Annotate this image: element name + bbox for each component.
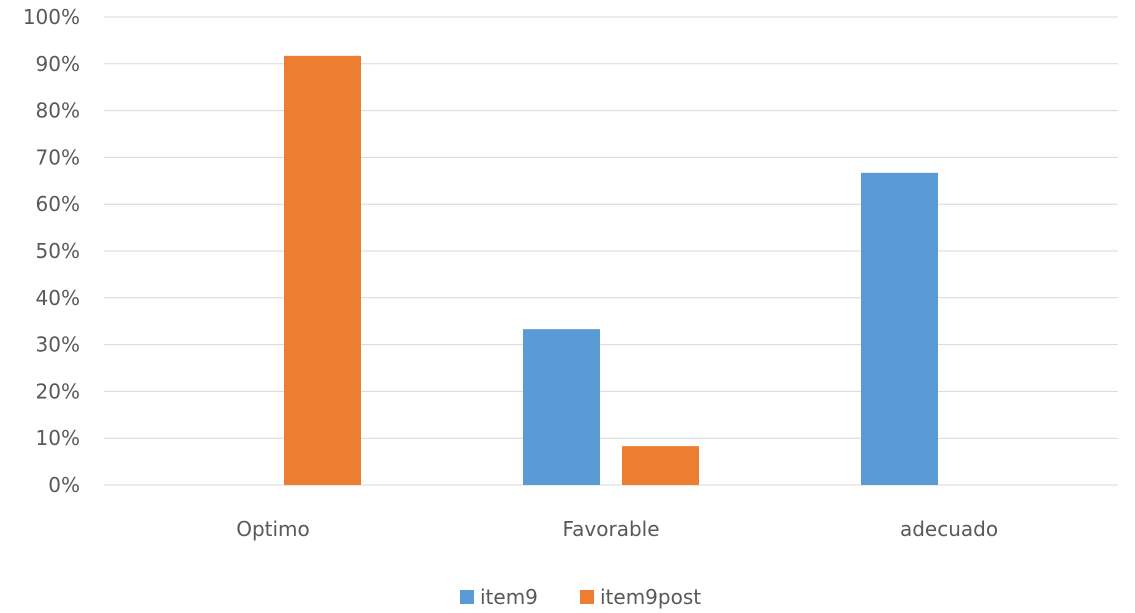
legend-swatch-item9 — [460, 590, 474, 604]
y-tick-label: 80% — [36, 99, 80, 123]
y-tick-label: 20% — [36, 379, 80, 403]
x-tick-label-adecuado: adecuado — [900, 517, 998, 541]
legend-label-item9: item9 — [480, 585, 538, 609]
bar-item9post-favorable — [622, 446, 699, 485]
bar-item9-adecuado — [861, 172, 938, 485]
x-axis-category-labels: Optimo Favorable adecuado — [236, 517, 998, 541]
y-tick-label: 100% — [23, 5, 80, 29]
bars — [284, 55, 938, 486]
gridlines — [104, 16, 1118, 486]
x-tick-label-optimo: Optimo — [236, 517, 310, 541]
y-tick-label: 0% — [48, 473, 80, 497]
y-tick-label: 60% — [36, 192, 80, 216]
legend-label-item9post: item9post — [600, 585, 701, 609]
y-tick-label: 90% — [36, 52, 80, 76]
y-tick-label: 70% — [36, 145, 80, 169]
legend: item9 item9post — [460, 585, 701, 609]
bar-item9post-optimo — [284, 55, 361, 486]
x-tick-label-favorable: Favorable — [562, 517, 659, 541]
legend-swatch-item9post — [580, 590, 594, 604]
y-tick-label: 40% — [36, 286, 80, 310]
y-axis-tick-labels: 0% 10% 20% 30% 40% 50% 60% 70% 80% 90% 100% — [23, 5, 80, 497]
y-tick-label: 10% — [36, 426, 80, 450]
y-tick-label: 30% — [36, 333, 80, 357]
y-tick-label: 50% — [36, 239, 80, 263]
bar-item9-favorable — [523, 329, 600, 485]
